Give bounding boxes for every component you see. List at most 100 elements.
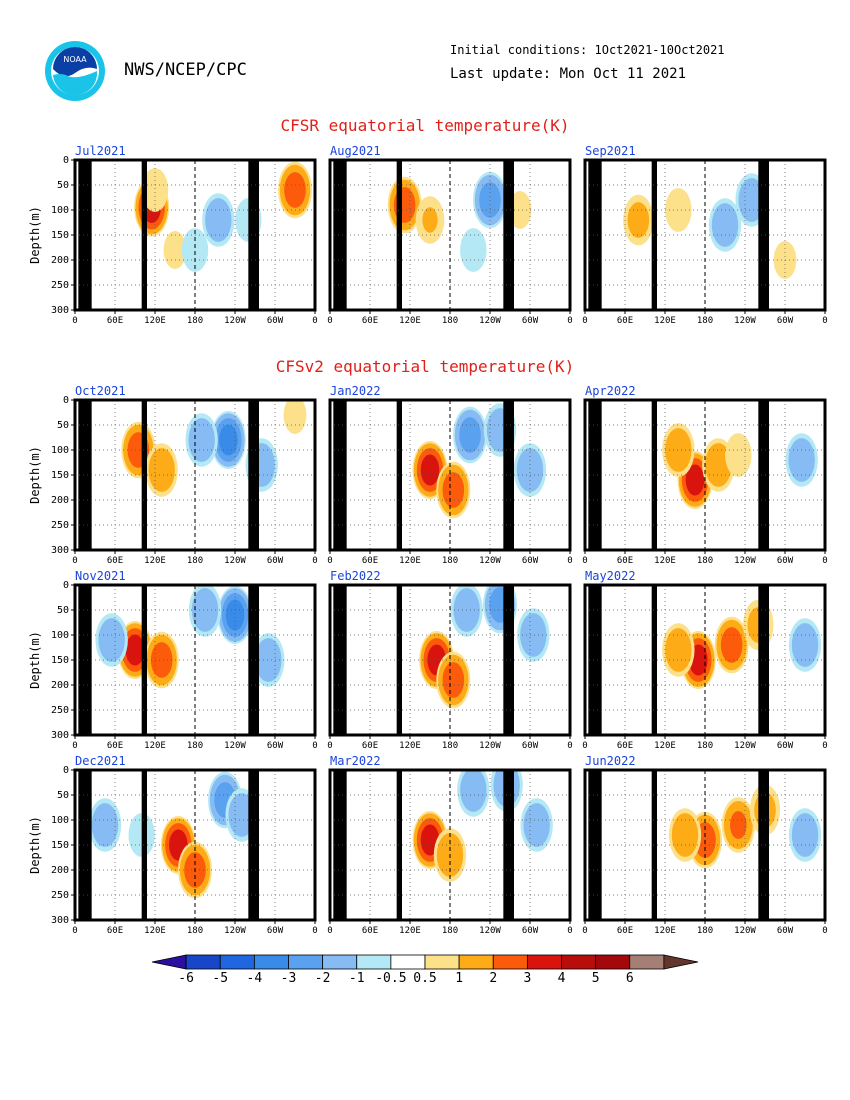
x-tick-label: 120E	[654, 926, 676, 936]
anomaly-contour	[459, 417, 481, 453]
x-tick-label: 0	[327, 316, 332, 326]
anomaly-contour	[705, 443, 732, 487]
land-mask	[333, 160, 347, 310]
x-tick-label: 0	[72, 316, 77, 326]
chart-panel-Jul2021: 0 60E 120E 180 120W 60W 0 0 50 100 150 200 250 300 Dep…	[28, 144, 318, 326]
x-tick-label: 180	[187, 741, 203, 751]
x-tick-label: 120W	[734, 741, 756, 751]
colorbar-label: -0.5	[375, 971, 406, 986]
colorbar-segment	[629, 954, 665, 970]
x-tick-label: 0	[822, 316, 827, 326]
x-tick-label: 60E	[362, 556, 378, 566]
x-tick-label: 180	[697, 926, 713, 936]
y-tick-label: 50	[57, 790, 69, 801]
x-tick-label: 180	[442, 926, 458, 936]
x-tick-label: 60E	[362, 926, 378, 936]
x-tick-label: 180	[442, 741, 458, 751]
anomaly-contour	[738, 178, 765, 222]
x-tick-label: 60E	[362, 316, 378, 326]
x-tick-label: 120E	[144, 926, 166, 936]
anomaly-contour	[665, 628, 692, 672]
anomaly-contour	[711, 203, 739, 247]
anomaly-contour	[520, 613, 547, 657]
anomaly-contour	[442, 472, 465, 508]
x-tick-label: 0	[312, 741, 317, 751]
x-tick-label: 0	[327, 926, 332, 936]
x-tick-label: 120W	[479, 556, 501, 566]
x-tick-label: 60W	[522, 556, 539, 566]
x-tick-label: 120W	[734, 556, 756, 566]
land-mask	[78, 160, 92, 310]
x-tick-label: 120E	[654, 741, 676, 751]
x-tick-label: 120W	[479, 741, 501, 751]
land-mask	[651, 400, 657, 550]
noaa-logo: NOAA	[45, 41, 105, 101]
x-tick-label: 0	[582, 926, 587, 936]
panel-data-area	[75, 160, 315, 310]
y-axis-label: Depth(m)	[28, 816, 42, 874]
anomaly-contour	[460, 228, 487, 272]
chart-panel-Feb2022: 0 60E 120E 180 120W 60W 0 Feb2022	[327, 569, 572, 751]
x-tick-label: 180	[187, 316, 203, 326]
colorbar-label: -3	[281, 971, 297, 986]
chart-panel-Apr2022: 0 60E 120E 180 120W 60W 0 Apr2022	[582, 384, 827, 566]
x-tick-label: 60E	[617, 926, 633, 936]
land-mask	[758, 160, 769, 310]
land-mask	[141, 770, 147, 920]
x-tick-label: 60E	[107, 926, 123, 936]
land-mask	[141, 585, 147, 735]
y-tick-label: 300	[51, 915, 69, 926]
anomaly-contour	[181, 228, 209, 272]
colorbar-label: 4	[558, 971, 566, 986]
land-mask	[503, 400, 514, 550]
x-tick-label: 120W	[224, 316, 246, 326]
panel-label: Jan2022	[330, 384, 381, 398]
y-tick-label: 300	[51, 730, 69, 741]
panel-label: Mar2022	[330, 754, 381, 768]
panel-data-area	[585, 400, 825, 550]
forecast-section-title: CFSv2 equatorial temperature(K)	[275, 357, 575, 376]
x-tick-label: 0	[72, 926, 77, 936]
colorbar-label: -5	[212, 971, 228, 986]
land-mask	[248, 400, 259, 550]
land-mask	[651, 770, 657, 920]
chart-panel-Nov2021: 0 60E 120E 180 120W 60W 0 0 50 100 150 200 250 300 Dep…	[28, 569, 318, 751]
land-mask	[141, 400, 147, 550]
x-tick-label: 120E	[144, 741, 166, 751]
colorbar-label: 6	[626, 971, 634, 986]
y-axis-label: Depth(m)	[28, 631, 42, 689]
panel-data-area	[330, 770, 570, 920]
y-tick-label: 100	[51, 205, 69, 216]
x-tick-label: 0	[72, 741, 77, 751]
land-mask	[651, 585, 657, 735]
chart-panel-Mar2022: 0 60E 120E 180 120W 60W 0 Mar2022	[327, 754, 572, 936]
anomaly-contour	[141, 168, 169, 212]
y-tick-label: 50	[57, 605, 69, 616]
x-tick-label: 180	[187, 556, 203, 566]
y-axis-label: Depth(m)	[28, 206, 42, 264]
chart-panel-Sep2021: 0 60E 120E 180 120W 60W 0 Sep2021	[582, 144, 827, 326]
colorbar-segment	[390, 954, 426, 970]
y-tick-label: 150	[51, 230, 69, 241]
y-tick-label: 0	[63, 395, 69, 406]
anomaly-contour	[148, 448, 175, 492]
panel-data-area	[585, 160, 825, 310]
colorbar-label: -2	[315, 971, 331, 986]
anomaly-contour	[98, 618, 125, 662]
x-tick-label: 120E	[399, 556, 421, 566]
x-tick-label: 120W	[734, 316, 756, 326]
x-tick-label: 60E	[617, 741, 633, 751]
panel-label: Apr2022	[585, 384, 636, 398]
x-tick-label: 0	[567, 741, 572, 751]
y-tick-label: 0	[63, 155, 69, 166]
anomaly-contour	[685, 464, 705, 496]
anomaly-contour	[228, 793, 255, 837]
panel-label: Sep2021	[585, 144, 636, 158]
anomaly-contour	[420, 454, 440, 486]
land-mask	[248, 585, 259, 735]
land-mask	[588, 400, 602, 550]
y-tick-label: 100	[51, 815, 69, 826]
y-tick-label: 50	[57, 420, 69, 431]
anomaly-contour	[523, 803, 550, 847]
